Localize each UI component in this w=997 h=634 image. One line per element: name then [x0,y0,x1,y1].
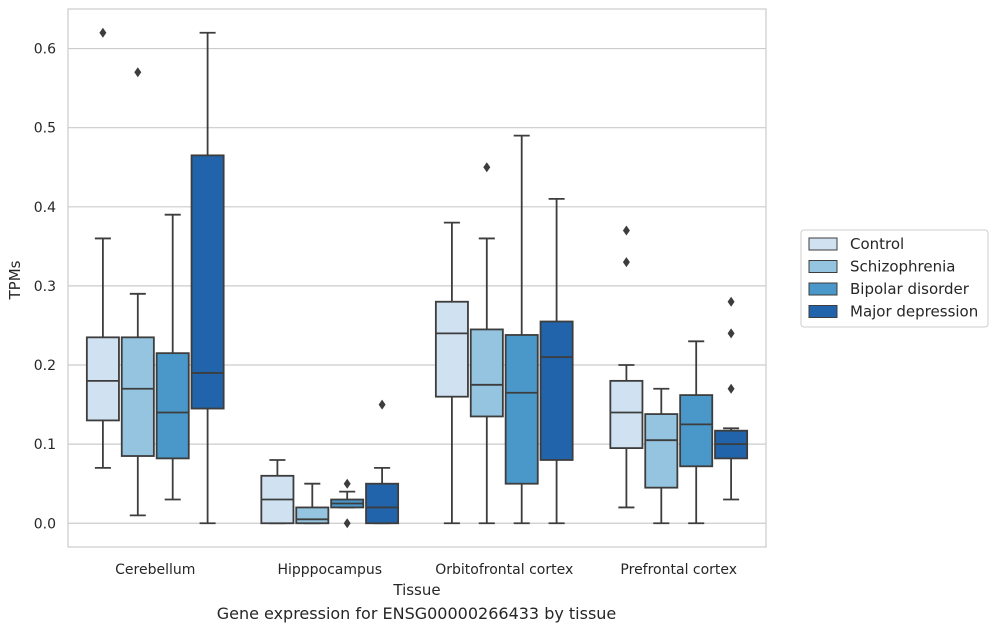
legend-label: Schizophrenia [850,258,955,276]
outlier-point [483,162,491,173]
box-body [504,334,539,485]
y-tick-label: 0.5 [34,121,56,137]
box-2-3 [539,197,574,525]
box-2-1 [469,162,504,525]
outlier-point [727,328,735,339]
legend-swatch [808,305,838,318]
box-3-3 [714,296,749,501]
y-axis-label: TPMs [6,260,24,300]
y-tick-label: 0.6 [34,42,56,58]
box-body [539,320,574,461]
y-axis-ticks: 0.0 0.1 0.2 0.3 0.4 0.5 0.6 [34,42,56,533]
x-tick-label: Cerebellum [115,562,195,578]
legend: Control Schizophrenia Bipolar disorder Majo… [800,229,989,328]
outlier-point [727,296,735,307]
x-axis-label: Tissue [392,581,440,599]
outlier-point [622,257,630,268]
outlier-point [622,225,630,236]
boxes [85,27,749,529]
y-tick-label: 0.1 [34,437,56,453]
box-1-2 [330,478,365,529]
plot-area-frame [67,8,767,548]
legend-label: Bipolar disorder [850,280,970,298]
box-body [120,336,155,457]
legend-label: Major depression [850,303,978,321]
legend-frame [800,229,989,328]
y-tick-label: 0.0 [34,516,56,532]
box-2-2 [504,134,539,525]
box-0-1 [120,67,155,517]
x-tick-label: Prefrontal cortex [620,562,737,578]
box-3-0 [609,225,644,509]
outlier-point [343,518,351,529]
box-body [609,379,644,450]
box-body [365,482,400,525]
box-body [85,336,120,422]
x-tick-label: Orbitofrontal cortex [435,562,573,578]
box-body [190,154,225,410]
box-0-0 [85,27,120,469]
box-body [155,352,190,460]
outlier-point [134,67,142,78]
box-1-3 [365,399,400,525]
x-axis-ticks: Cerebellum Hipppocampus Orbitofrontal cort… [115,562,737,578]
box-3-2 [679,340,714,525]
y-tick-label: 0.4 [34,200,56,216]
x-tick-label: Hipppocampus [277,562,382,578]
box-body [644,413,679,489]
box-0-2 [155,213,190,501]
outlier-point [378,399,386,410]
legend-swatch [808,237,838,251]
legend-label: Control [850,235,904,253]
box-1-0 [260,459,295,525]
legend-swatch [808,260,838,273]
box-2-0 [434,221,469,525]
box-0-3 [190,31,225,525]
box-1-1 [295,482,330,525]
box-body [679,394,714,468]
legend-swatch [808,282,838,296]
box-body [469,328,504,418]
outlier-point [727,383,735,394]
y-tick-label: 0.2 [34,358,56,374]
box-body [434,300,469,398]
outlier-point [99,27,107,38]
figure-caption: Gene expression for ENSG00000266433 by t… [216,604,617,623]
y-tick-label: 0.3 [34,279,56,295]
outlier-point [343,478,351,489]
box-body [295,506,330,525]
box-3-1 [644,387,679,525]
